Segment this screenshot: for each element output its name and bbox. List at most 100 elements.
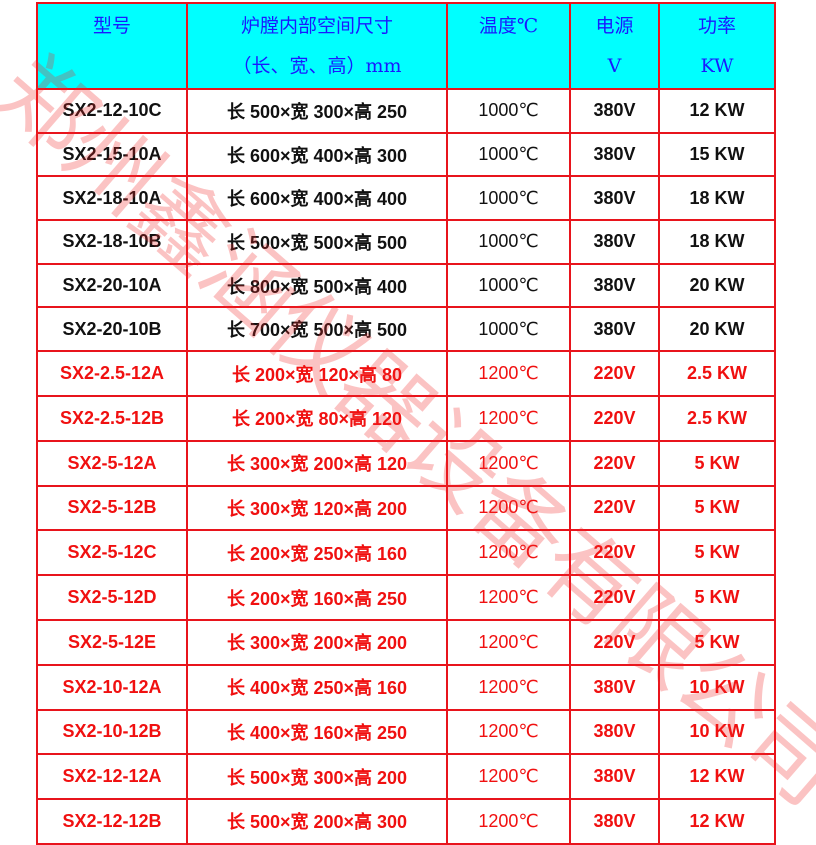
cell-voltage: 380V — [569, 663, 660, 711]
cell-size: 长 200×宽 120×高 80 — [186, 350, 448, 397]
cell-model: SX2-5-12B — [36, 484, 188, 532]
header-temp: 温度℃ — [446, 2, 571, 90]
cell-size: 长 200×宽 250×高 160 — [186, 529, 448, 577]
header-voltage-line2: V — [607, 55, 622, 77]
cell-voltage: 380V — [569, 88, 660, 134]
cell-power: 2.5 KW — [658, 350, 776, 397]
cell-size: 长 600×宽 400×高 400 — [186, 175, 448, 222]
cell-model: SX2-2.5-12A — [36, 350, 188, 397]
header-power-line1: 功率 — [697, 15, 736, 37]
table-row: SX2-20-10B 长 700×宽 500×高 500 1000℃ 380V 20 K… — [36, 306, 776, 353]
cell-model: SX2-15-10A — [36, 131, 188, 178]
table-row: SX2-5-12E 长 300×宽 200×高 200 1200℃ 220V 5 KW — [36, 618, 776, 666]
cell-model: SX2-12-12A — [36, 753, 188, 801]
cell-size: 长 500×宽 300×高 250 — [186, 88, 448, 134]
cell-power: 15 KW — [658, 131, 776, 178]
table-row: SX2-5-12D 长 200×宽 160×高 250 1200℃ 220V 5 KW — [36, 574, 776, 621]
cell-voltage: 380V — [569, 175, 660, 222]
cell-power: 5 KW — [658, 618, 776, 666]
header-power-line2: KW — [700, 55, 734, 77]
cell-model: SX2-5-12D — [36, 574, 188, 621]
table-row: SX2-12-12A 长 500×宽 300×高 200 1200℃ 380V 12 K… — [36, 753, 776, 801]
cell-size: 长 300×宽 200×高 200 — [186, 618, 448, 666]
cell-model: SX2-20-10B — [36, 306, 188, 353]
table-row: SX2-18-10B 长 500×宽 500×高 500 1000℃ 380V 18 K… — [36, 219, 776, 265]
cell-temp: 1000℃ — [446, 219, 571, 265]
header-voltage-line1: 电源 — [595, 15, 634, 37]
cell-size: 长 700×宽 500×高 500 — [186, 306, 448, 353]
cell-voltage: 380V — [569, 753, 660, 801]
cell-temp: 1200℃ — [446, 394, 571, 442]
cell-temp: 1200℃ — [446, 753, 571, 801]
cell-temp: 1200℃ — [446, 574, 571, 621]
cell-temp: 1200℃ — [446, 484, 571, 532]
cell-model: SX2-10-12B — [36, 708, 188, 756]
cell-size: 长 200×宽 80×高 120 — [186, 394, 448, 442]
cell-voltage: 380V — [569, 708, 660, 756]
table-row: SX2-15-10A 长 600×宽 400×高 300 1000℃ 380V 15 K… — [36, 131, 776, 178]
cell-voltage: 380V — [569, 306, 660, 353]
header-size-line2: （长、宽、高）mm — [232, 55, 402, 77]
cell-voltage: 220V — [569, 529, 660, 577]
cell-power: 5 KW — [658, 574, 776, 621]
cell-temp: 1000℃ — [446, 262, 571, 309]
header-row: 型号 炉膛内部空间尺寸 （长、宽、高）mm 温度℃ 电源 V 功率 KW — [36, 2, 776, 90]
table-row: SX2-12-10C 长 500×宽 300×高 250 1000℃ 380V 12 K… — [36, 88, 776, 134]
cell-model: SX2-20-10A — [36, 262, 188, 309]
cell-power: 12 KW — [658, 798, 776, 845]
table-row: SX2-5-12C 长 200×宽 250×高 160 1200℃ 220V 5 KW — [36, 529, 776, 577]
cell-temp: 1200℃ — [446, 663, 571, 711]
cell-voltage: 220V — [569, 574, 660, 621]
cell-power: 18 KW — [658, 175, 776, 222]
cell-power: 10 KW — [658, 708, 776, 756]
cell-power: 12 KW — [658, 88, 776, 134]
table-row: SX2-18-10A 长 600×宽 400×高 400 1000℃ 380V 18 K… — [36, 175, 776, 222]
cell-temp: 1200℃ — [446, 618, 571, 666]
cell-size: 长 300×宽 200×高 120 — [186, 439, 448, 487]
cell-size: 长 400×宽 250×高 160 — [186, 663, 448, 711]
table-row: SX2-5-12A 长 300×宽 200×高 120 1200℃ 220V 5 KW — [36, 439, 776, 487]
cell-temp: 1200℃ — [446, 708, 571, 756]
cell-size: 长 500×宽 300×高 200 — [186, 753, 448, 801]
cell-size: 长 300×宽 120×高 200 — [186, 484, 448, 532]
cell-model: SX2-18-10B — [36, 219, 188, 265]
table-row: SX2-12-12B 长 500×宽 200×高 300 1200℃ 380V 12 K… — [36, 798, 776, 845]
cell-size: 长 500×宽 200×高 300 — [186, 798, 448, 845]
cell-model: SX2-18-10A — [36, 175, 188, 222]
cell-model: SX2-2.5-12B — [36, 394, 188, 442]
table-row: SX2-20-10A 长 800×宽 500×高 400 1000℃ 380V 20 K… — [36, 262, 776, 309]
cell-voltage: 220V — [569, 439, 660, 487]
cell-voltage: 220V — [569, 618, 660, 666]
cell-temp: 1200℃ — [446, 529, 571, 577]
cell-power: 2.5 KW — [658, 394, 776, 442]
cell-model: SX2-12-10C — [36, 88, 188, 134]
cell-power: 5 KW — [658, 484, 776, 532]
cell-temp: 1200℃ — [446, 350, 571, 397]
table-row: SX2-5-12B 长 300×宽 120×高 200 1200℃ 220V 5 KW — [36, 484, 776, 532]
cell-model: SX2-5-12A — [36, 439, 188, 487]
spec-table: 型号 炉膛内部空间尺寸 （长、宽、高）mm 温度℃ 电源 V 功率 KW SX2-12… — [36, 2, 776, 845]
cell-model: SX2-12-12B — [36, 798, 188, 845]
cell-size: 长 500×宽 500×高 500 — [186, 219, 448, 265]
table-body: SX2-12-10C 长 500×宽 300×高 250 1000℃ 380V 12 K… — [36, 88, 776, 845]
cell-size: 长 800×宽 500×高 400 — [186, 262, 448, 309]
cell-voltage: 380V — [569, 798, 660, 845]
cell-voltage: 220V — [569, 484, 660, 532]
cell-temp: 1000℃ — [446, 131, 571, 178]
cell-temp: 1200℃ — [446, 798, 571, 845]
header-model: 型号 — [36, 2, 188, 90]
cell-temp: 1000℃ — [446, 88, 571, 134]
cell-temp: 1000℃ — [446, 306, 571, 353]
cell-model: SX2-10-12A — [36, 663, 188, 711]
cell-voltage: 380V — [569, 131, 660, 178]
cell-size: 长 400×宽 160×高 250 — [186, 708, 448, 756]
cell-power: 10 KW — [658, 663, 776, 711]
cell-power: 5 KW — [658, 529, 776, 577]
cell-model: SX2-5-12E — [36, 618, 188, 666]
cell-voltage: 380V — [569, 262, 660, 309]
header-model-label: 型号 — [92, 15, 131, 37]
cell-power: 20 KW — [658, 306, 776, 353]
cell-size: 长 200×宽 160×高 250 — [186, 574, 448, 621]
header-size-line1: 炉膛内部空间尺寸 — [240, 15, 393, 37]
cell-power: 12 KW — [658, 753, 776, 801]
